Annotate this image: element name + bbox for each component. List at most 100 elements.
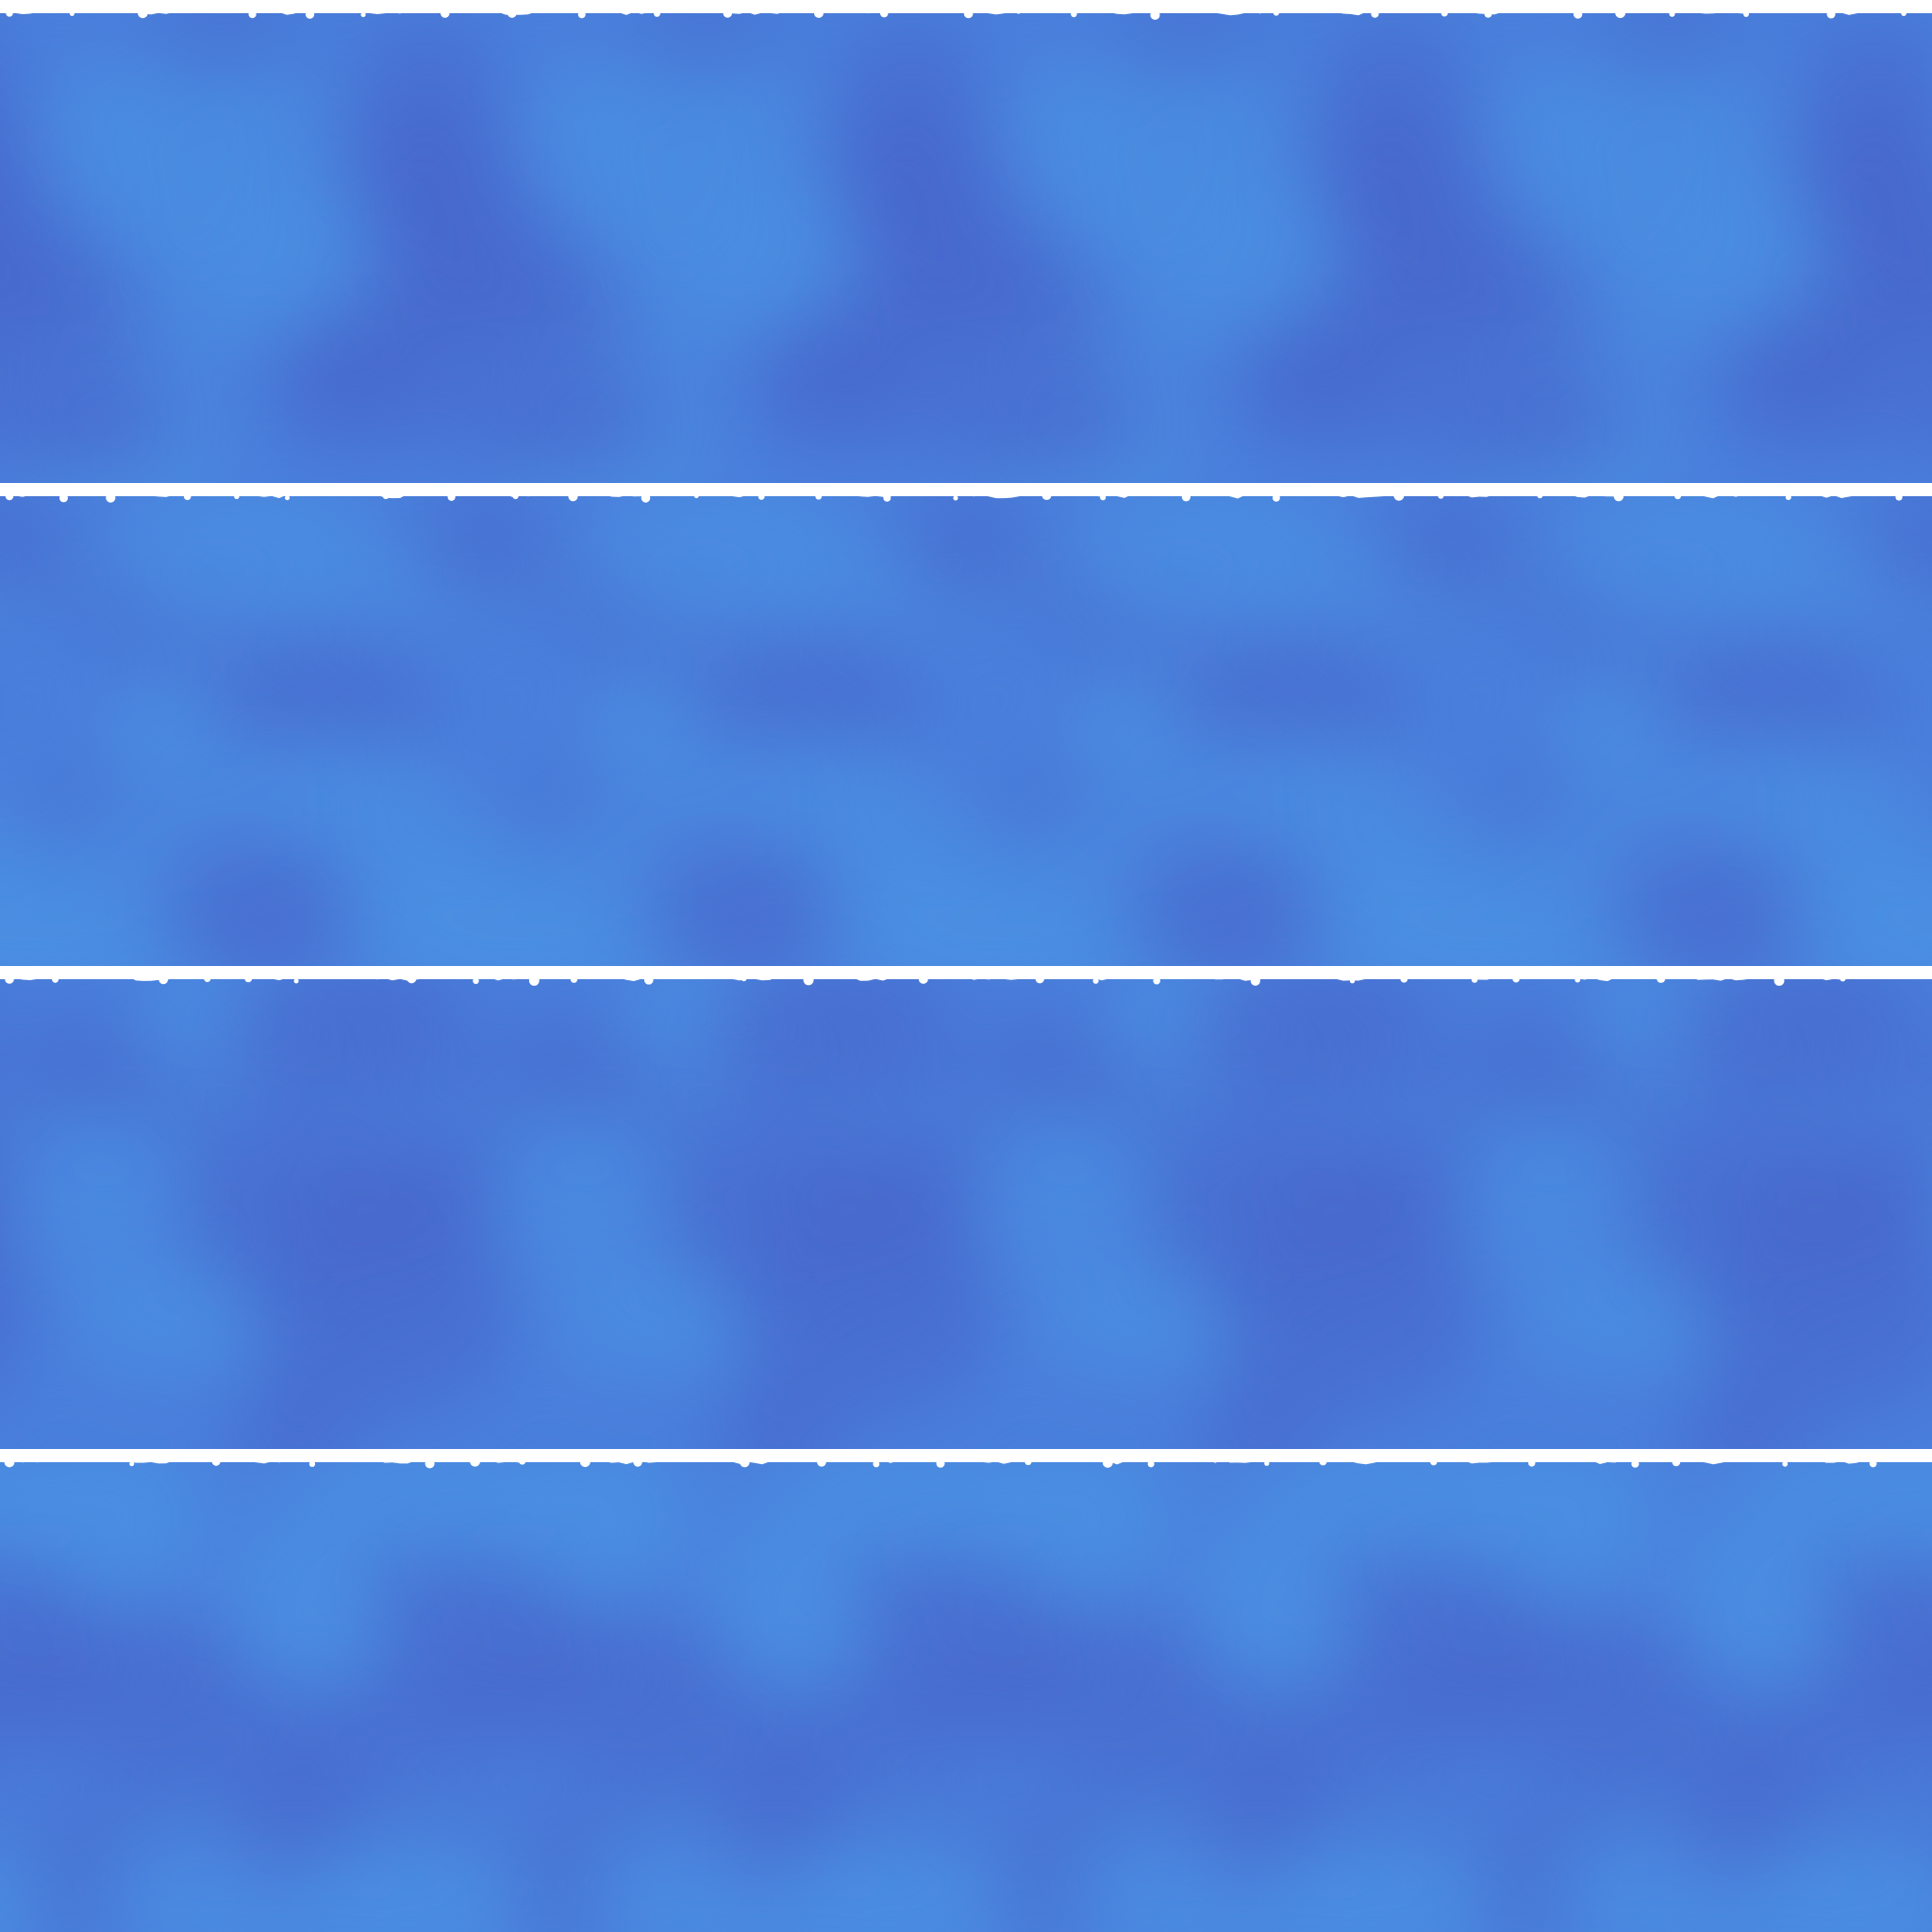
water-band-4-graphic bbox=[0, 1449, 1932, 1932]
foam-bubble bbox=[4, 1457, 15, 1468]
foam-bubble bbox=[1672, 1457, 1681, 1467]
foam-bubble bbox=[1574, 976, 1581, 983]
foam-bubble bbox=[740, 1457, 750, 1468]
foam-edge bbox=[0, 483, 1932, 499]
foam-bubble bbox=[1035, 974, 1044, 984]
foam-bubble bbox=[817, 1457, 826, 1467]
foam-bubble bbox=[1869, 1459, 1877, 1468]
foam-bubble bbox=[473, 977, 479, 985]
foam-bubble bbox=[953, 495, 958, 501]
foam-bubble bbox=[425, 1458, 435, 1469]
foam-bubble bbox=[1371, 9, 1379, 18]
foam-bubble bbox=[1181, 492, 1191, 502]
foam-bubble bbox=[1024, 1458, 1032, 1466]
foam-bubble bbox=[1250, 975, 1260, 986]
foam-bubble bbox=[1100, 494, 1107, 501]
foam-bubble bbox=[158, 974, 169, 985]
foam-bubble bbox=[879, 8, 889, 18]
foam-bubble bbox=[1785, 494, 1791, 501]
foam-bubble bbox=[1102, 1457, 1113, 1468]
foam-bubble bbox=[1471, 976, 1478, 983]
foam-bubble bbox=[244, 974, 253, 983]
foam-bubble bbox=[360, 12, 366, 18]
foam-bubble bbox=[58, 493, 68, 503]
foam-bubble bbox=[1400, 974, 1408, 983]
foam-bubble bbox=[873, 1460, 880, 1468]
foam-bubble bbox=[723, 8, 733, 18]
foam-bubble bbox=[963, 8, 974, 19]
foam-edge bbox=[0, 966, 1932, 982]
foam-bubble bbox=[1393, 490, 1405, 501]
water-band-4 bbox=[0, 1449, 1932, 1932]
foam-bubble bbox=[1349, 978, 1356, 984]
foam-bubble bbox=[5, 974, 14, 984]
foam-bubble bbox=[382, 492, 390, 500]
foam-bubble bbox=[507, 8, 517, 18]
foam-bubble bbox=[129, 1461, 135, 1467]
foam-edge bbox=[0, 1449, 1932, 1465]
foam-bubble bbox=[1272, 493, 1280, 502]
foam-bubble bbox=[758, 493, 765, 500]
foam-bubble bbox=[407, 974, 417, 984]
water-band-2-graphic bbox=[0, 483, 1932, 966]
foam-bubble bbox=[653, 9, 660, 17]
foam-bubble bbox=[579, 1457, 591, 1468]
foam-bubble bbox=[1092, 977, 1099, 984]
foam-bubble bbox=[1528, 1459, 1536, 1467]
foam-bubble bbox=[1441, 9, 1448, 17]
water-band-1-graphic bbox=[0, 0, 1932, 483]
foam-bubble bbox=[5, 491, 14, 501]
foam-bubble bbox=[1573, 9, 1583, 19]
foam-bubble bbox=[1895, 493, 1903, 501]
foam-bubble bbox=[1743, 11, 1749, 17]
foam-edge bbox=[0, 0, 1932, 16]
foam-bubble bbox=[1512, 975, 1520, 983]
foam-bubble bbox=[1438, 492, 1444, 499]
foam-bubble bbox=[293, 978, 299, 984]
foam-bubble bbox=[512, 492, 519, 500]
foam-bubble bbox=[577, 10, 586, 19]
foam-bubble bbox=[234, 493, 240, 500]
foam-bubble bbox=[641, 493, 651, 503]
foam-bubble bbox=[1613, 491, 1624, 502]
foam-bubble bbox=[1615, 8, 1626, 19]
foam-bubble bbox=[813, 8, 824, 18]
foam-bubble bbox=[1782, 1460, 1789, 1467]
foam-bubble bbox=[815, 492, 823, 500]
foam-bubble bbox=[1774, 975, 1785, 986]
foam-bubble bbox=[1153, 976, 1160, 985]
foam-bubble bbox=[470, 1456, 481, 1467]
foam-bubble bbox=[106, 492, 116, 503]
foam-bubble bbox=[1430, 1457, 1438, 1466]
foam-bubble bbox=[883, 493, 891, 502]
foam-bubble bbox=[1150, 9, 1160, 21]
foam-bubble bbox=[633, 1457, 642, 1467]
foam-bubble bbox=[1840, 975, 1846, 982]
foam-bubble bbox=[1631, 1459, 1640, 1468]
foam-bubble bbox=[1319, 1457, 1327, 1466]
water-cloud-layer bbox=[0, 496, 1932, 966]
water-cloud-layer bbox=[0, 979, 1932, 1449]
foam-bubble bbox=[1484, 9, 1492, 18]
foam-bubble bbox=[1674, 492, 1682, 500]
foam-bubble bbox=[52, 975, 59, 983]
water-band-2 bbox=[0, 483, 1932, 966]
foam-bubble bbox=[741, 975, 747, 982]
foam-bubble bbox=[1669, 10, 1675, 17]
foam-bubble bbox=[519, 1457, 526, 1465]
foam-bubble bbox=[211, 1457, 221, 1466]
foam-bubble bbox=[528, 975, 540, 986]
foam-bubble bbox=[1147, 1460, 1155, 1468]
foam-bubble bbox=[1657, 974, 1666, 983]
foam-bubble bbox=[1273, 9, 1280, 16]
foam-bubble bbox=[308, 1460, 316, 1468]
foam-bubble bbox=[803, 974, 814, 986]
foam-bubble bbox=[285, 495, 291, 501]
foam-bubble bbox=[248, 10, 257, 19]
water-cloud-layer bbox=[0, 1462, 1932, 1932]
water-band-3 bbox=[0, 966, 1932, 1449]
foam-bubble bbox=[1826, 9, 1836, 19]
foam-bubble bbox=[183, 492, 192, 501]
foam-bubble bbox=[918, 974, 928, 984]
